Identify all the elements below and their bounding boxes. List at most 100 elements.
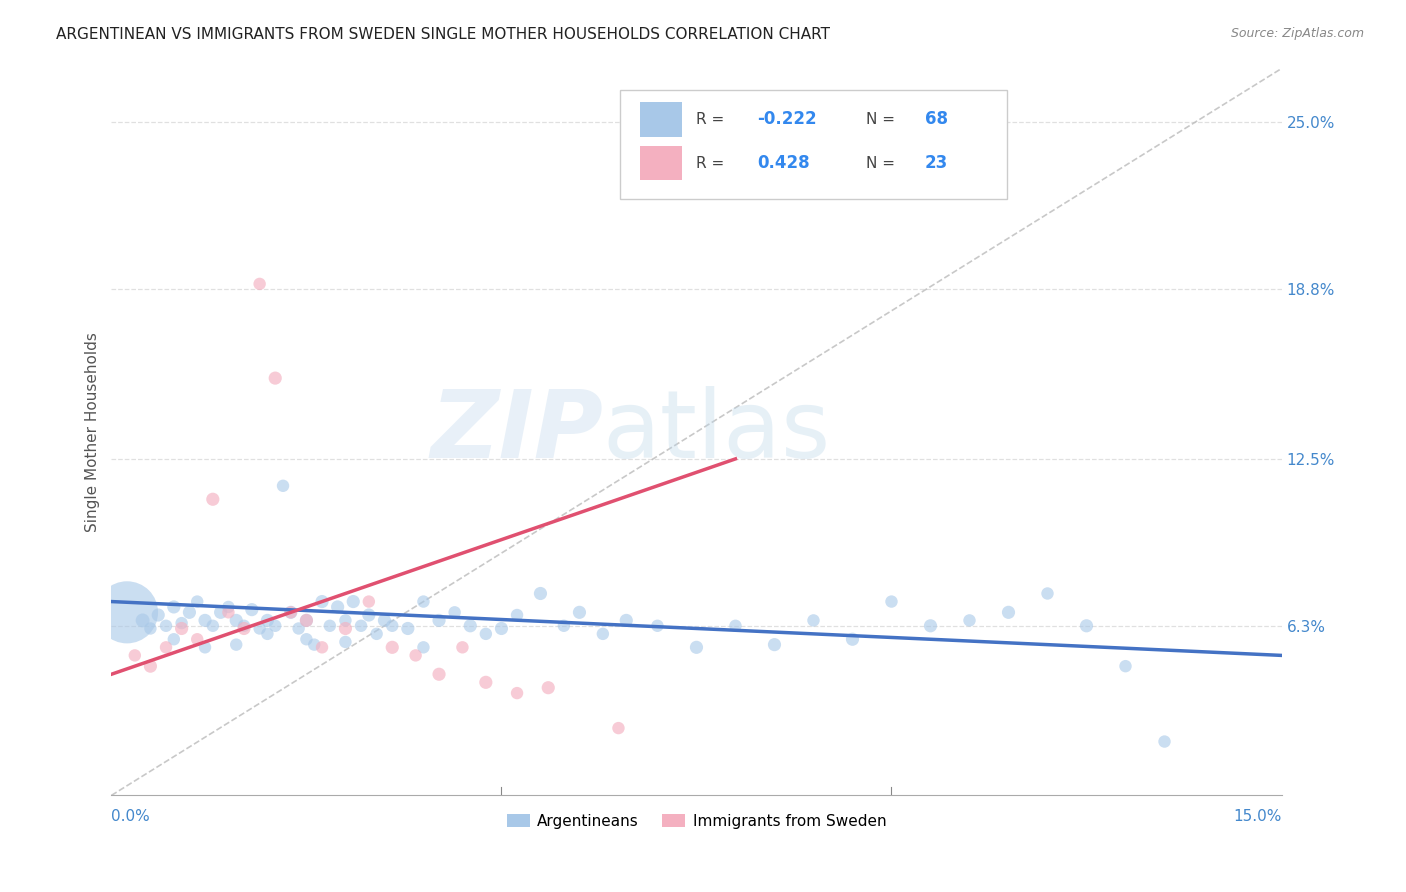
Point [366,627,388,641]
Point [179,605,201,619]
Point [491,622,513,636]
Point [225,638,247,652]
FancyBboxPatch shape [640,145,682,180]
Point [506,686,529,700]
Point [326,599,349,614]
Point [357,594,380,608]
Text: 23: 23 [925,154,948,172]
Point [302,638,325,652]
Point [295,614,318,628]
Point [249,622,271,636]
Point [614,614,637,628]
Point [287,622,309,636]
Point [170,616,193,631]
Point [256,627,278,641]
Text: R =: R = [696,112,730,127]
Point [647,619,669,633]
Point [412,594,434,608]
Point [271,479,294,493]
Point [217,605,239,619]
Point [311,594,333,608]
Legend: Argentineans, Immigrants from Sweden: Argentineans, Immigrants from Sweden [501,808,893,835]
Point [335,614,357,628]
Point [163,632,186,647]
Point [186,594,208,608]
Point [475,627,498,641]
Point [803,614,825,628]
Point [529,586,551,600]
Point [148,607,170,622]
Point [264,371,287,385]
Text: N =: N = [866,112,900,127]
Text: R =: R = [696,155,734,170]
Point [381,619,404,633]
Point [1076,619,1098,633]
Point [997,605,1019,619]
Point [249,277,271,291]
Point [1036,586,1059,600]
Point [124,648,146,663]
Text: 68: 68 [925,111,948,128]
Y-axis label: Single Mother Households: Single Mother Households [86,332,100,532]
Point [1115,659,1137,673]
Text: ARGENTINEAN VS IMMIGRANTS FROM SWEDEN SINGLE MOTHER HOUSEHOLDS CORRELATION CHART: ARGENTINEAN VS IMMIGRANTS FROM SWEDEN SI… [56,27,830,42]
Point [155,619,177,633]
Point [685,640,707,655]
Point [201,492,224,507]
Point [139,622,162,636]
Point [342,594,364,608]
Point [537,681,560,695]
FancyBboxPatch shape [640,102,682,136]
Point [427,614,450,628]
FancyBboxPatch shape [620,90,1007,199]
Text: Source: ZipAtlas.com: Source: ZipAtlas.com [1230,27,1364,40]
Point [225,614,247,628]
Point [920,619,942,633]
Point [841,632,863,647]
Point [194,614,217,628]
Point [373,614,395,628]
Point [170,622,193,636]
Point [763,638,786,652]
Point [233,622,256,636]
Point [155,640,177,655]
Point [295,614,318,628]
Text: 0.0%: 0.0% [111,809,150,824]
Point [506,607,529,622]
Point [396,622,419,636]
Point [217,599,239,614]
Point [443,605,465,619]
Text: -0.222: -0.222 [758,111,817,128]
Text: ZIP: ZIP [430,386,603,478]
Point [163,599,186,614]
Point [139,659,162,673]
Point [256,614,278,628]
Point [1153,734,1175,748]
Point [280,605,302,619]
Point [201,619,224,633]
Point [724,619,747,633]
Point [427,667,450,681]
Point [568,605,591,619]
Point [412,640,434,655]
Point [335,635,357,649]
Point [451,640,474,655]
Point [592,627,614,641]
Point [458,619,481,633]
Point [357,607,380,622]
Point [194,640,217,655]
Point [311,640,333,655]
Point [335,622,357,636]
Point [280,605,302,619]
Point [381,640,404,655]
Point [350,619,373,633]
Point [264,619,287,633]
Point [475,675,498,690]
Point [186,632,208,647]
Point [405,648,427,663]
Text: N =: N = [866,155,900,170]
Point [209,605,232,619]
Point [295,632,318,647]
Point [553,619,575,633]
Text: 0.428: 0.428 [758,154,810,172]
